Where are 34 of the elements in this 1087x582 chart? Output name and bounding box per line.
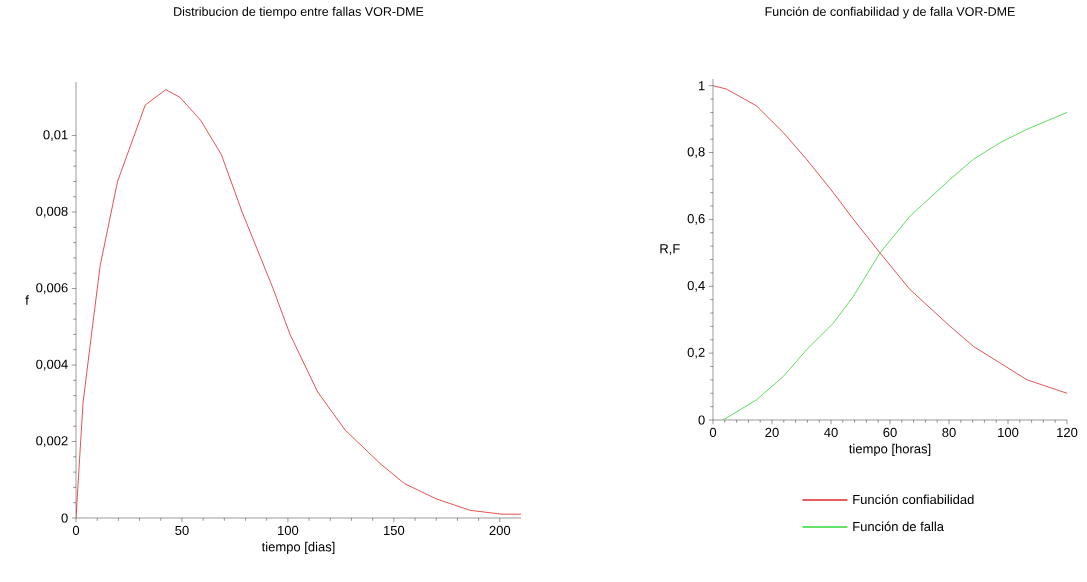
y-tick-label: 0 bbox=[61, 513, 68, 523]
x-tick-label: 200 bbox=[489, 525, 511, 535]
y-tick-label: 0,008 bbox=[36, 206, 68, 218]
x-tick-label: 0 bbox=[709, 427, 717, 437]
x-tick-label: 80 bbox=[942, 427, 956, 437]
y-tick-label: 0 bbox=[698, 415, 705, 425]
x-tick-label: 100 bbox=[998, 427, 1019, 437]
y-tick-label: 0,6 bbox=[687, 214, 705, 225]
chart-title: Función de confiabilidad y de falla VOR-DME bbox=[765, 6, 1015, 19]
x-tick-label: 20 bbox=[765, 427, 779, 437]
y-tick-label: 1 bbox=[698, 81, 705, 91]
x-tick-label: 0 bbox=[72, 525, 80, 535]
chart-title: Distribucion de tiempo entre fallas VOR-DME bbox=[174, 6, 424, 19]
y-tick-label: 0,01 bbox=[43, 130, 68, 141]
x-tick-label: 120 bbox=[1057, 427, 1078, 437]
y-tick-label: 0,2 bbox=[687, 347, 705, 359]
y-axis-title: f bbox=[25, 295, 29, 305]
x-axis-title: tiempo [horas] bbox=[849, 443, 931, 456]
y-tick-label: 0,004 bbox=[36, 359, 68, 371]
legend-label: Función confiabilidad bbox=[853, 494, 974, 505]
y-axis-title: R,F bbox=[660, 244, 680, 255]
x-tick-label: 150 bbox=[384, 525, 405, 535]
x-tick-label: 60 bbox=[883, 427, 897, 437]
y-tick-label: 0,002 bbox=[36, 436, 68, 447]
line-series bbox=[722, 112, 1068, 420]
x-tick-label: 100 bbox=[278, 525, 299, 535]
legend-label: Función de falla bbox=[853, 521, 944, 532]
y-tick-label: 0,8 bbox=[687, 147, 705, 158]
line-series bbox=[713, 85, 1068, 394]
y-tick-label: 0,4 bbox=[687, 280, 705, 292]
y-tick-label: 0,006 bbox=[36, 283, 68, 294]
x-axis-title: tiempo [dias] bbox=[261, 541, 335, 554]
x-tick-label: 50 bbox=[175, 525, 189, 535]
x-tick-label: 40 bbox=[824, 427, 838, 437]
